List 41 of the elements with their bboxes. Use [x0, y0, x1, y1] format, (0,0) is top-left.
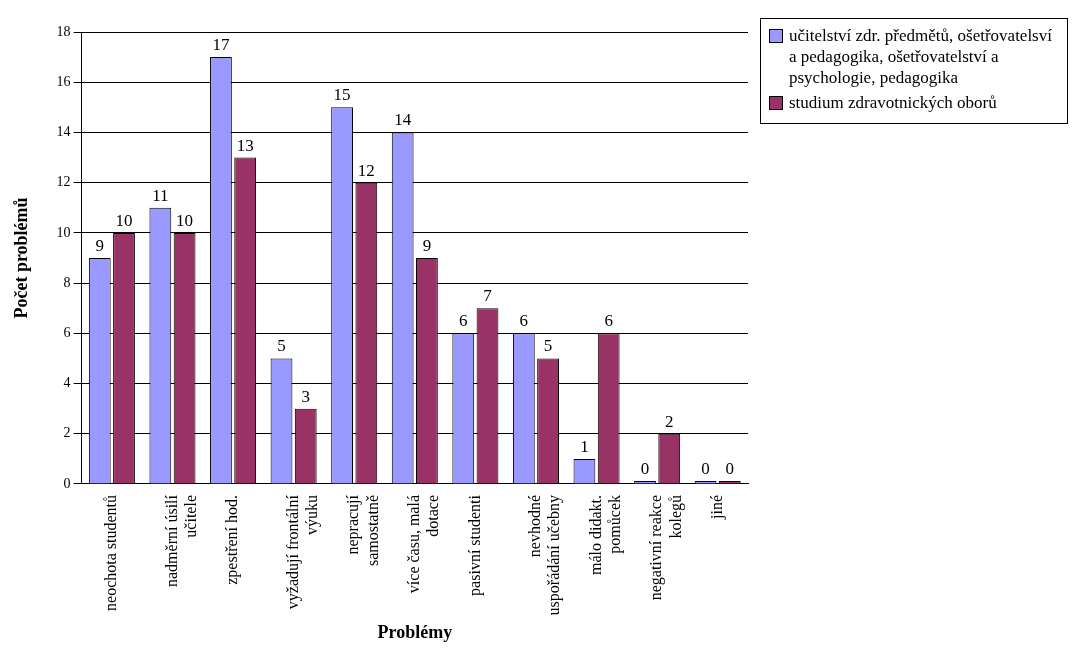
data-label: 9 — [95, 235, 105, 255]
data-label: 6 — [604, 311, 613, 331]
data-label: 17 — [212, 35, 230, 55]
data-label: 10 — [115, 210, 133, 230]
data-label: 0 — [640, 458, 650, 478]
x-tick-label: jiné — [707, 494, 726, 520]
data-label: 13 — [236, 135, 254, 155]
y-tick-label: 8 — [63, 274, 71, 290]
data-label: 5 — [277, 336, 286, 356]
data-label: 12 — [357, 160, 375, 180]
y-tick-label: 10 — [56, 224, 71, 240]
x-tick-label: zpestření hod. — [223, 494, 242, 585]
x-tick-label: neochota studentů — [102, 494, 120, 611]
data-label: 7 — [483, 286, 493, 306]
y-tick-label: 0 — [63, 475, 71, 491]
data-label: 10 — [176, 210, 194, 230]
y-tick-label: 12 — [56, 174, 71, 190]
data-label: 6 — [459, 311, 468, 331]
data-label: 0 — [701, 458, 710, 478]
x-tick-label: pasivní studenti — [465, 494, 484, 596]
data-label: 6 — [519, 311, 529, 331]
data-label: 5 — [543, 336, 553, 356]
data-label: 11 — [152, 185, 169, 205]
y-tick-label: 18 — [56, 23, 71, 39]
data-label: 2 — [664, 411, 674, 431]
x-tick-label: vyžadují frontální výuku — [283, 494, 322, 610]
x-tick-label: nadměrní úsilí učitele — [162, 494, 199, 587]
data-label: 0 — [725, 458, 735, 478]
y-tick-label: 4 — [63, 375, 71, 391]
y-tick-label: 2 — [63, 425, 71, 441]
x-axis-title: Problémy — [377, 621, 453, 642]
data-label: 9 — [422, 235, 432, 255]
data-label: 1 — [580, 436, 589, 456]
y-tick-label: 16 — [56, 73, 71, 89]
y-tick-label: 14 — [56, 124, 71, 140]
data-label: 15 — [333, 85, 351, 105]
data-label: 3 — [301, 386, 310, 406]
y-axis-title: Počet problémů — [11, 197, 32, 319]
y-tick-label: 6 — [63, 325, 71, 340]
legend-label: studium zdravotnických oborů — [789, 92, 997, 113]
data-label: 14 — [394, 110, 412, 130]
